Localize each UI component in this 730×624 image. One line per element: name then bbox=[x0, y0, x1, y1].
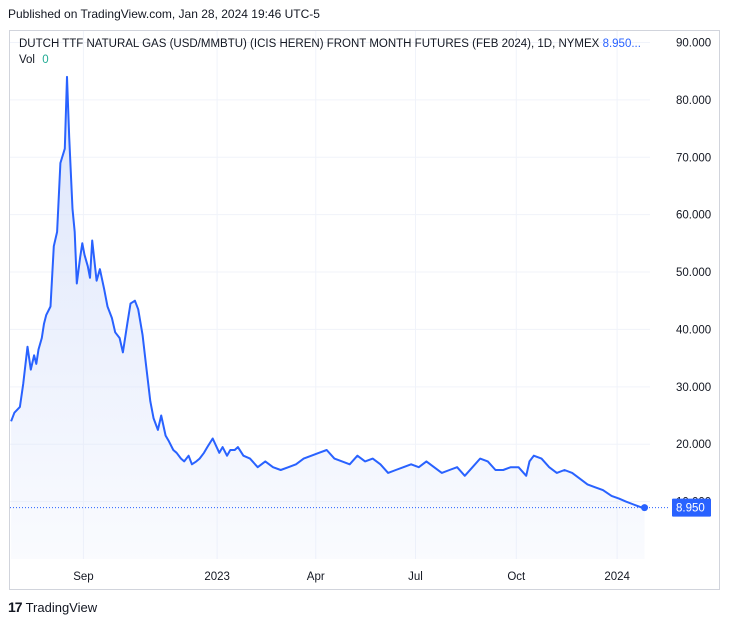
x-tick-label: Jul bbox=[408, 571, 423, 583]
y-tick-label: 50.000 bbox=[676, 267, 711, 279]
last-value: 8.950... bbox=[602, 38, 641, 50]
chart-frame bbox=[9, 30, 720, 590]
tradingview-logo-icon: 17 bbox=[8, 599, 23, 615]
x-tick-label: Apr bbox=[307, 571, 325, 583]
x-axis-labels: Sep 2023 Apr Jul Oct 2024 bbox=[73, 571, 630, 583]
tradingview-footer[interactable]: 17 TradingView bbox=[8, 599, 97, 615]
y-tick-label: 20.000 bbox=[676, 439, 711, 451]
y-tick-label: 30.000 bbox=[676, 382, 711, 394]
y-axis-labels: 90.000 80.000 70.000 60.000 50.000 40.000 30.0… bbox=[676, 37, 711, 508]
y-tick-label: 90.000 bbox=[676, 37, 711, 49]
symbol-description: DUTCH TTF NATURAL GAS (USD/MMBTU) (ICIS … bbox=[19, 38, 600, 50]
y-tick-label: 80.000 bbox=[676, 95, 711, 107]
price-line[interactable] bbox=[10, 75, 645, 509]
y-tick-label: 40.000 bbox=[676, 324, 711, 336]
volume-value: 0 bbox=[42, 54, 49, 66]
y-tick-label: 70.000 bbox=[676, 152, 711, 164]
tradingview-brand: TradingView bbox=[25, 599, 98, 615]
published-header: Published on TradingView.com, Jan 28, 20… bbox=[8, 7, 320, 21]
x-tick-label: 2023 bbox=[204, 571, 230, 583]
price-area-fill bbox=[11, 76, 645, 560]
x-tick-label: Oct bbox=[507, 571, 526, 583]
chart-legend: DUTCH TTF NATURAL GAS (USD/MMBTU) (ICIS … bbox=[19, 36, 641, 68]
last-price-badge: 8.950 bbox=[672, 498, 711, 517]
last-price-label: 8.950 bbox=[676, 503, 705, 515]
volume-label: Vol bbox=[19, 54, 35, 66]
y-tick-label: 60.000 bbox=[676, 210, 711, 222]
price-chart[interactable]: 90.000 80.000 70.000 60.000 50.000 40.000 30.0… bbox=[10, 31, 720, 589]
x-tick-label: Sep bbox=[73, 571, 93, 583]
x-tick-label: 2024 bbox=[604, 571, 630, 583]
last-price-dot bbox=[641, 504, 649, 512]
